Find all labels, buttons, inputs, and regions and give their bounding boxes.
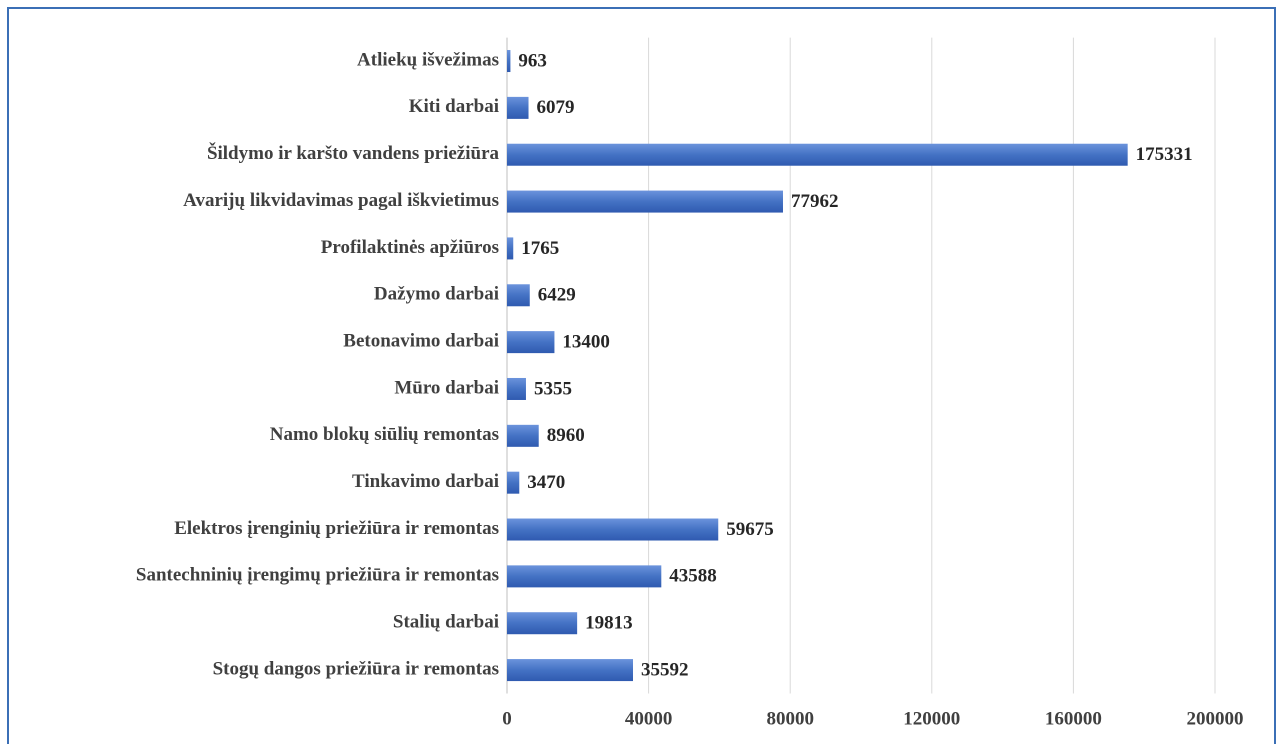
bar [507, 50, 511, 73]
x-tick-label: 40000 [625, 708, 673, 729]
x-tick-label: 80000 [766, 708, 814, 729]
y-tick-label: Betonavimo darbai [343, 330, 499, 351]
bar [507, 96, 529, 119]
bar [507, 518, 719, 541]
y-tick-label: Tinkavimo darbai [352, 471, 499, 492]
bar [507, 471, 520, 494]
value-label: 963 [518, 50, 547, 71]
y-tick-label: Mūro darbai [394, 377, 499, 398]
bar [507, 284, 530, 307]
bar [507, 331, 555, 354]
bar [507, 190, 783, 213]
y-tick-label: Profilaktinės apžiūros [321, 237, 499, 258]
value-label: 19813 [585, 613, 633, 634]
value-label: 175331 [1136, 144, 1193, 165]
bar [507, 143, 1128, 166]
frame [7, 7, 1276, 744]
y-tick-label: Namo blokų siūlių remontas [270, 424, 499, 445]
y-tick-label: Šildymo ir karšto vandens priežiūra [207, 142, 500, 164]
bar [507, 612, 578, 635]
y-tick-label: Santechninių įrengimų priežiūra ir remon… [136, 565, 499, 586]
y-tick-label: Elektros įrenginių priežiūra ir remontas [174, 518, 499, 539]
value-label: 8960 [547, 425, 585, 446]
value-label: 6079 [537, 97, 575, 118]
y-tick-label: Avarijų likvidavimas pagal iškvietimus [183, 190, 499, 211]
x-tick-label: 120000 [903, 708, 960, 729]
y-tick-label: Stalių darbai [393, 612, 499, 633]
value-label: 43588 [669, 566, 717, 587]
value-label: 13400 [562, 331, 610, 352]
bar [507, 565, 662, 588]
value-label: 35592 [641, 659, 689, 680]
bar [507, 237, 514, 260]
value-label: 6429 [538, 285, 576, 306]
x-tick-label: 160000 [1045, 708, 1102, 729]
value-label: 5355 [534, 378, 572, 399]
bar [507, 424, 539, 447]
y-tick-label: Dažymo darbai [374, 284, 499, 305]
value-label: 1765 [521, 238, 559, 259]
x-tick-label: 0 [502, 708, 512, 729]
bar [507, 659, 633, 682]
value-label: 77962 [791, 191, 839, 212]
value-label: 59675 [726, 519, 774, 540]
y-tick-label: Stogų dangos priežiūra ir remontas [213, 658, 499, 679]
value-label: 3470 [527, 472, 565, 493]
y-tick-label: Kiti darbai [409, 96, 499, 117]
x-tick-label: 200000 [1187, 708, 1244, 729]
y-tick-label: Atliekų išvežimas [357, 49, 499, 70]
bar [507, 377, 526, 400]
